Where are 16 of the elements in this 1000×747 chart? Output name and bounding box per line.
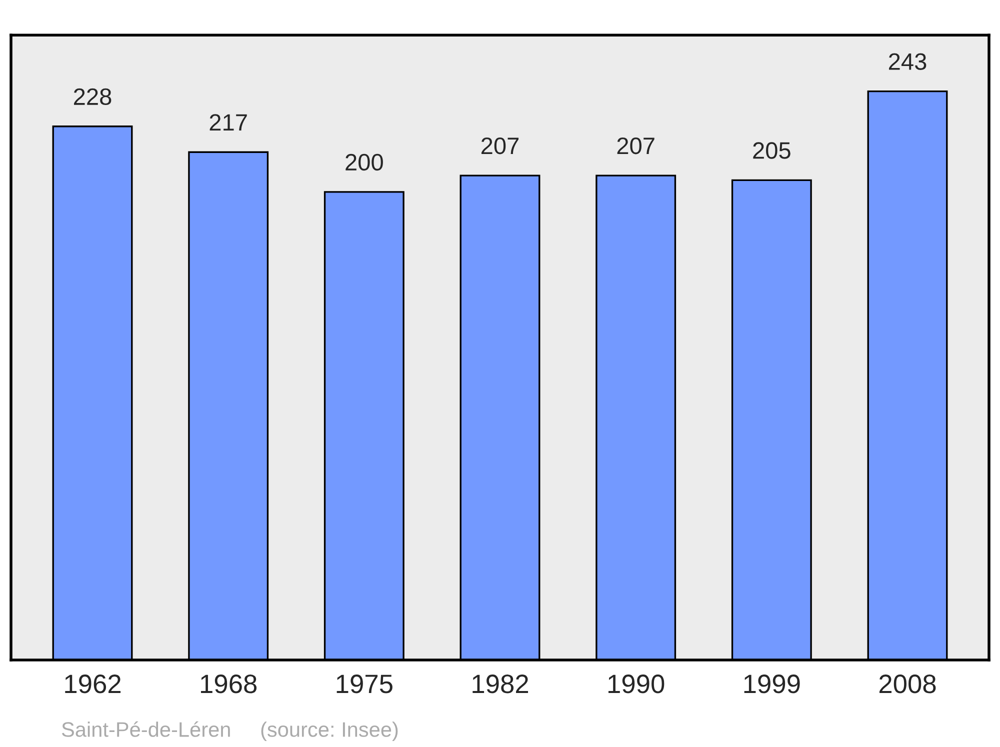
data-label: 205 (753, 142, 790, 159)
x-tick-label: 1999 (744, 674, 800, 694)
data-label: 207 (617, 137, 654, 154)
text: Saint-Pé-de-Léren (62, 721, 230, 737)
x-tick-label: 1982 (472, 674, 528, 694)
data-label: 217 (210, 114, 247, 131)
data-label: 200 (346, 154, 383, 171)
x-tick-label: 2008 (879, 674, 936, 694)
x-tick-label: 1962 (65, 674, 121, 694)
data-label: 228 (74, 88, 112, 106)
x-tick-label: 1990 (608, 674, 664, 694)
text: (source: Insee) (261, 722, 398, 742)
x-tick-label: 1975 (336, 674, 392, 694)
data-label: 243 (888, 53, 926, 70)
data-label: 207 (481, 137, 519, 154)
x-tick-label: 1968 (200, 674, 257, 694)
